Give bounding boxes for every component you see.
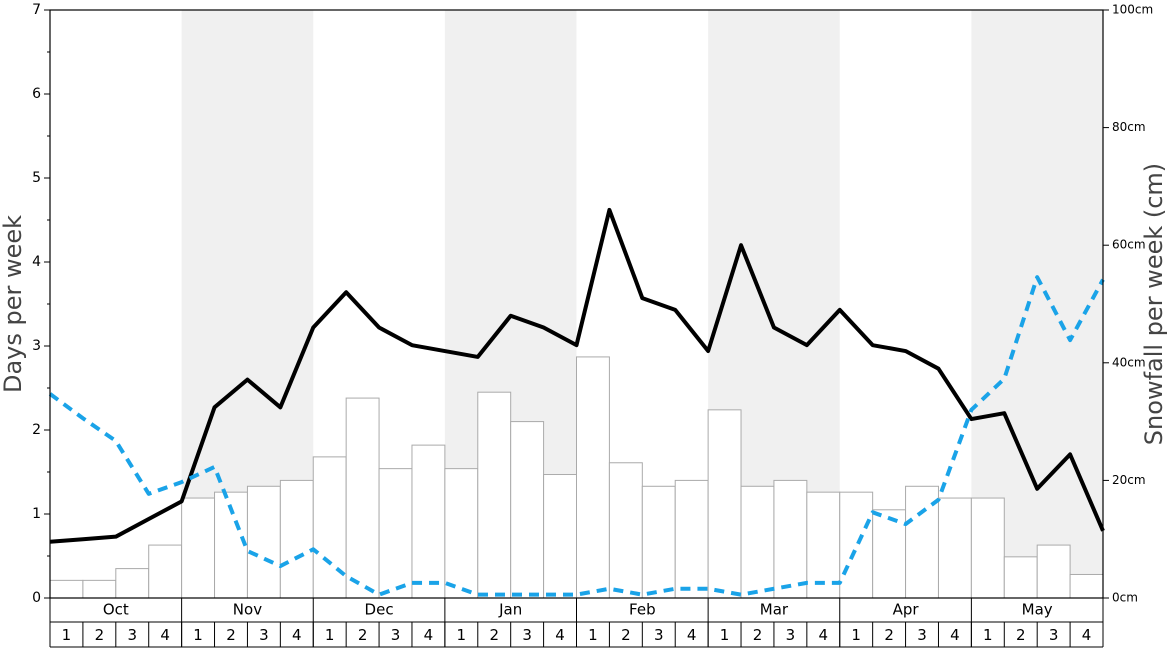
y2-axis-title: Snowfall per week (cm): [1140, 163, 1168, 445]
bar: [543, 474, 577, 599]
week-label: 1: [457, 626, 467, 644]
week-label: 2: [226, 626, 236, 644]
bar: [246, 485, 281, 599]
y-tick-label: 0: [32, 590, 41, 606]
month-label: Feb: [629, 601, 656, 619]
week-label: 4: [292, 626, 302, 644]
bar: [49, 579, 84, 599]
month-label: Jan: [498, 601, 522, 619]
bar: [937, 497, 972, 599]
y-tick-label: 4: [32, 254, 41, 270]
bar: [707, 409, 742, 599]
month-label: Oct: [103, 601, 129, 619]
week-label: 4: [555, 626, 565, 644]
y2-tick-label: 80cm: [1112, 120, 1146, 134]
bar: [1069, 573, 1104, 599]
week-label: 4: [687, 626, 697, 644]
week-label: 1: [588, 626, 598, 644]
week-label: 2: [621, 626, 631, 644]
bar: [773, 479, 808, 599]
week-label: 2: [1016, 626, 1026, 644]
y-tick-label: 7: [32, 2, 41, 18]
line: [49, 207, 1105, 544]
bar: [148, 544, 183, 599]
week-label: 3: [1049, 626, 1059, 644]
bar: [608, 462, 643, 599]
week-label: 3: [786, 626, 796, 644]
month-label: Mar: [760, 601, 789, 619]
line: [48, 275, 1105, 597]
bar: [576, 356, 610, 599]
week-label: 3: [127, 626, 137, 644]
bar: [378, 468, 413, 599]
week-label: 3: [917, 626, 927, 644]
bar: [839, 491, 874, 599]
week-label: 4: [424, 626, 434, 644]
week-label: 3: [391, 626, 401, 644]
month-label: Nov: [233, 601, 262, 619]
bar: [444, 468, 479, 599]
bar: [279, 479, 314, 599]
week-label: 1: [62, 626, 72, 644]
y-tick-label: 6: [32, 86, 41, 102]
week-label: 2: [884, 626, 894, 644]
month-label: May: [1022, 601, 1053, 619]
bar: [477, 391, 512, 599]
bar: [82, 579, 117, 599]
bar: [411, 444, 446, 599]
bar: [510, 421, 545, 599]
bar: [115, 568, 150, 599]
bar: [806, 491, 841, 599]
week-label: 4: [160, 626, 170, 644]
week-label: 2: [358, 626, 368, 644]
week-label: 1: [325, 626, 335, 644]
y2-tick-label: 60cm: [1112, 238, 1146, 252]
week-label: 2: [95, 626, 105, 644]
week-label: 4: [819, 626, 829, 644]
month-label: Dec: [365, 601, 394, 619]
week-label: 1: [720, 626, 730, 644]
bar: [674, 479, 709, 599]
bar: [312, 456, 347, 599]
week-label: 2: [753, 626, 763, 644]
week-label: 1: [851, 626, 861, 644]
y2-tick-label: 100cm: [1112, 3, 1153, 17]
week-label: 3: [522, 626, 532, 644]
y2-tick-label: 20cm: [1112, 473, 1146, 487]
y2-tick-label: 0cm: [1112, 591, 1138, 605]
bar: [181, 497, 216, 599]
bar: [1036, 544, 1071, 599]
week-label: 3: [654, 626, 664, 644]
week-label: 4: [950, 626, 960, 644]
month-label: Apr: [893, 601, 920, 619]
y2-tick-label: 40cm: [1112, 355, 1146, 369]
y-tick-label: 5: [32, 170, 41, 186]
week-label: 3: [259, 626, 269, 644]
bar: [641, 485, 676, 599]
bar: [345, 397, 380, 599]
y-axis-title: Days per week: [0, 215, 27, 393]
week-label: 4: [1082, 626, 1092, 644]
bar: [1003, 556, 1038, 599]
week-label: 2: [489, 626, 499, 644]
y-tick-label: 1: [32, 506, 41, 522]
y-tick-label: 3: [32, 338, 41, 354]
bar: [970, 497, 1005, 599]
bar: [740, 485, 775, 599]
y-tick-label: 2: [32, 422, 41, 438]
week-label: 1: [193, 626, 203, 644]
bar: [872, 509, 907, 599]
week-label: 1: [983, 626, 993, 644]
